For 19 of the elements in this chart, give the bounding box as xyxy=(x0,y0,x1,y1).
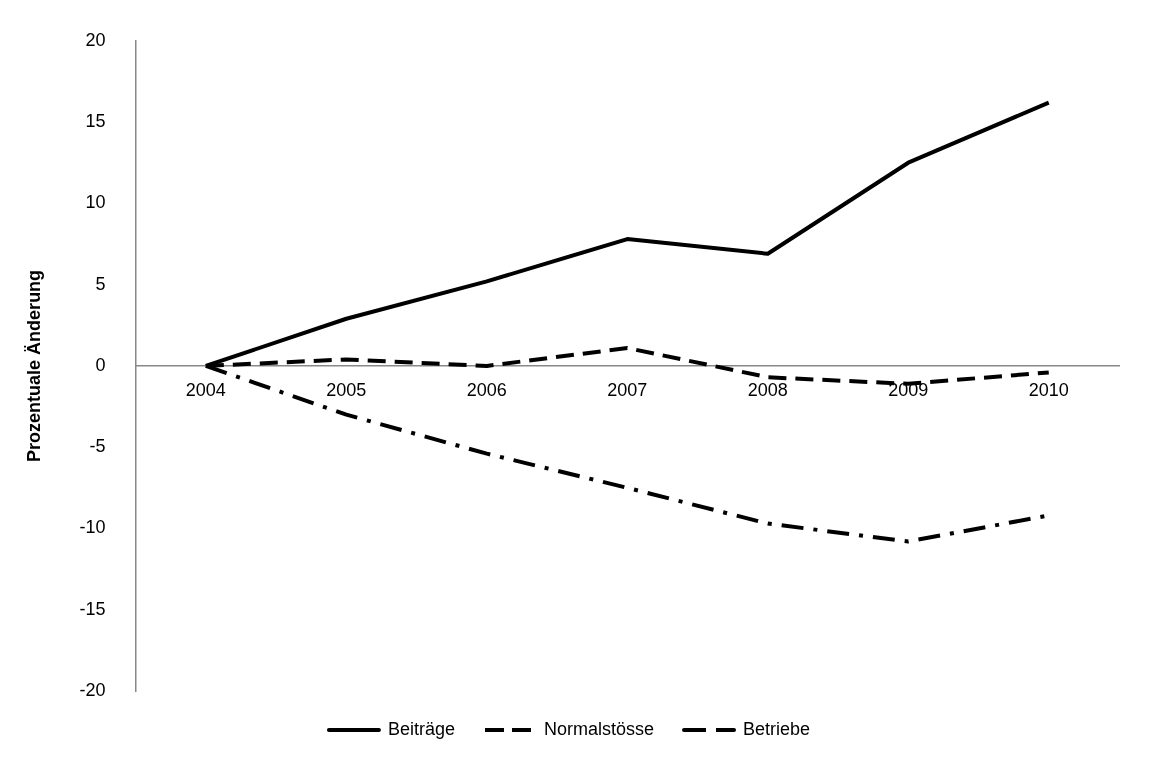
x-tick-label: 2005 xyxy=(326,379,367,400)
y-tick-label: 5 xyxy=(95,273,106,294)
x-tick-label: 2006 xyxy=(466,379,507,400)
y-tick-label: 20 xyxy=(85,29,106,50)
y-tick-label: -5 xyxy=(89,436,106,457)
legend-label: Normalstösse xyxy=(543,718,655,739)
x-tick-label: 2007 xyxy=(607,379,648,400)
y-tick-label: 15 xyxy=(85,111,106,132)
x-tick-label: 2004 xyxy=(185,379,226,400)
y-tick-label: -15 xyxy=(79,598,106,619)
y-tick-label: -10 xyxy=(79,517,106,538)
legend-label: Beiträge xyxy=(387,718,455,739)
x-tick-label: 2008 xyxy=(747,379,788,400)
y-axis-title: Prozentuale Änderung xyxy=(23,269,44,462)
y-tick-label: 10 xyxy=(85,192,106,213)
legend-label: Betriebe xyxy=(743,718,811,739)
x-tick-label: 2010 xyxy=(1028,379,1069,400)
y-tick-label: 0 xyxy=(95,354,106,375)
y-tick-label: -20 xyxy=(79,679,106,700)
